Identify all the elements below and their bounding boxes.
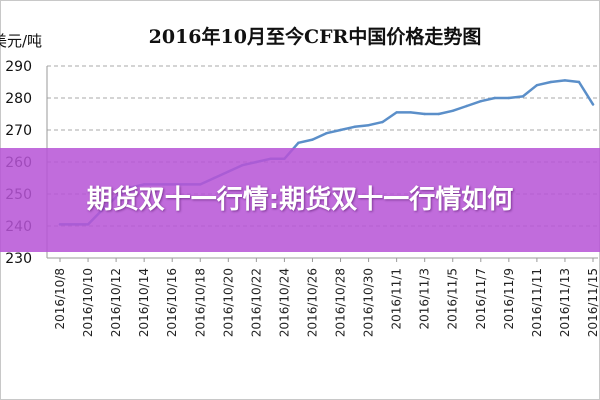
x-tick-label: 2016/10/18	[193, 268, 207, 337]
data-point	[409, 111, 412, 114]
x-tick-label: 2016/11/9	[502, 268, 516, 330]
data-point	[493, 96, 496, 100]
overlay-banner-text: 期货双十一行情:期货双十一行情如何	[86, 185, 514, 215]
y-tick-label: 280	[5, 91, 32, 107]
data-point	[535, 84, 539, 87]
x-tick-label: 2016/10/30	[362, 268, 376, 337]
x-tick-label: 2016/10/26	[305, 268, 319, 337]
data-point	[521, 95, 525, 98]
y-tick-label: 290	[5, 59, 32, 75]
data-point	[311, 138, 314, 141]
x-tick-label: 2016/10/22	[249, 268, 263, 337]
x-tick-label: 2016/11/15	[586, 268, 600, 337]
overlay-banner: 期货双十一行情:期货双十一行情如何	[0, 148, 600, 252]
data-point	[325, 132, 328, 135]
chart-title: 2016年10月至今CFR中国价格走势图	[149, 25, 482, 48]
data-point	[549, 80, 553, 84]
data-point	[353, 125, 356, 128]
x-tick-label: 2016/11/13	[558, 268, 572, 337]
x-tick-label: 2016/10/14	[137, 268, 151, 337]
x-tick-label: 2016/11/3	[418, 268, 432, 330]
x-tick-label: 2016/11/11	[530, 268, 544, 337]
x-tick-label: 2016/10/12	[109, 268, 123, 337]
data-point	[367, 124, 370, 127]
data-point	[591, 103, 595, 106]
data-point	[423, 112, 426, 116]
x-tick-label: 2016/10/20	[221, 268, 235, 337]
data-point	[577, 80, 581, 84]
y-axis-label: 美元/吨	[0, 32, 42, 50]
y-tick-label: 270	[5, 123, 32, 139]
data-point	[465, 104, 468, 108]
y-tick-label: 230	[5, 251, 32, 267]
data-point	[563, 79, 567, 82]
x-tick-label: 2016/10/24	[277, 268, 291, 337]
data-point	[297, 141, 300, 144]
x-tick-label: 2016/11/7	[474, 268, 488, 330]
x-tick-label: 2016/10/16	[165, 268, 179, 337]
data-point	[451, 109, 454, 113]
data-point	[395, 111, 398, 114]
x-tick-label: 2016/11/1	[390, 268, 404, 330]
x-tick-label: 2016/10/10	[81, 268, 95, 337]
x-axis-ticks: 2016/10/8 2016/10/10 2016/10/12 2016/10/14 2…	[53, 258, 600, 337]
data-point	[437, 112, 440, 116]
x-tick-label: 2016/10/28	[334, 268, 348, 337]
data-point	[381, 120, 384, 124]
data-point	[339, 128, 342, 132]
data-point	[507, 96, 510, 100]
x-tick-label: 2016/10/8	[53, 268, 67, 330]
data-point	[479, 100, 482, 103]
x-tick-label: 2016/11/5	[446, 268, 460, 330]
